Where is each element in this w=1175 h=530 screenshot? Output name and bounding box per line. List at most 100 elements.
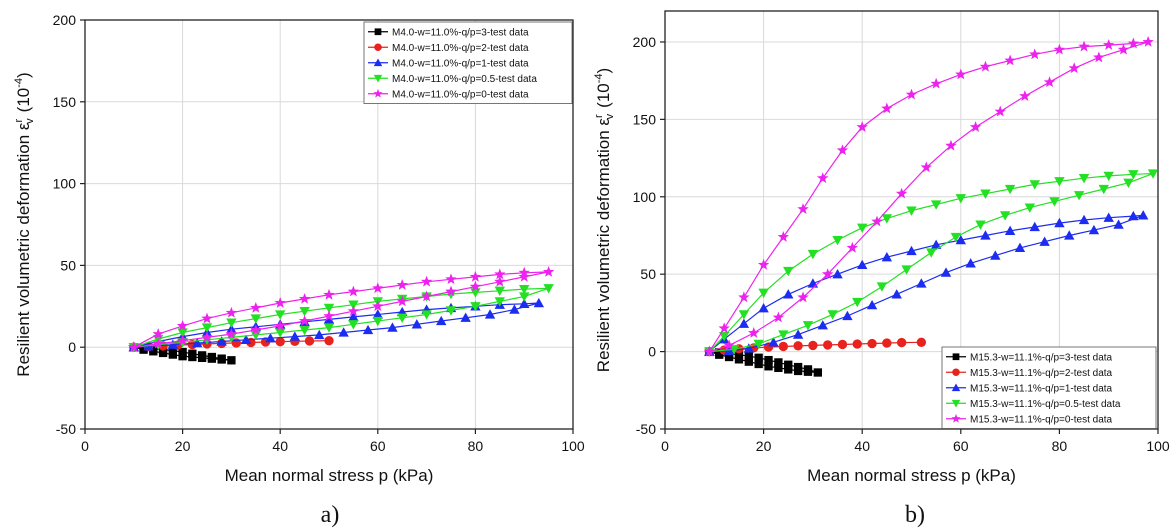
data-point: [176, 334, 189, 346]
y-tick-label: 0: [648, 344, 656, 360]
gridlines: [665, 11, 1158, 429]
data-point: [323, 288, 335, 300]
data-point: [1103, 39, 1115, 50]
legend-marker: [373, 88, 383, 98]
data-point: [916, 337, 927, 347]
y-tick-label: 200: [53, 12, 77, 28]
data-point: [139, 343, 148, 353]
data-point: [1103, 171, 1114, 182]
data-point: [348, 300, 359, 310]
data-point: [827, 310, 838, 320]
data-point: [1098, 184, 1109, 195]
data-point: [797, 203, 809, 214]
x-tick-label: 80: [1052, 438, 1068, 454]
data-point: [744, 357, 753, 366]
legend-marker: [373, 74, 383, 83]
data-point: [226, 333, 237, 343]
data-point: [1093, 51, 1105, 63]
data-point: [895, 187, 908, 199]
data-point: [738, 310, 750, 320]
data-point: [905, 88, 918, 100]
legend-label: M15.3-w=11.1%-q/p=0-test data: [970, 414, 1113, 425]
data-point: [857, 259, 868, 270]
data-point: [250, 314, 261, 324]
data-point: [176, 319, 189, 331]
data-point: [323, 303, 335, 314]
y-axis-title-part: (10: [14, 88, 33, 113]
data-point: [764, 362, 773, 371]
data-point: [348, 311, 359, 322]
data-point: [396, 295, 408, 307]
data-point: [768, 337, 779, 347]
legend-marker: [952, 353, 960, 361]
data-point: [807, 249, 819, 260]
data-point: [372, 282, 384, 294]
data-point: [509, 304, 520, 314]
legend-marker: [374, 28, 382, 36]
data-point: [930, 239, 942, 249]
y-tick-label: 100: [53, 176, 77, 192]
data-point: [494, 275, 506, 287]
data-point: [823, 340, 833, 350]
data-point: [758, 288, 769, 298]
y-tick-label: 0: [68, 339, 76, 355]
chart-panel-a: 0 20 40 60 80 100 -50 0 50 100 150 200 Mean normal s…: [13, 12, 585, 528]
data-point: [323, 314, 335, 324]
data-point: [881, 102, 893, 114]
y-axis-title-part: ): [594, 68, 613, 74]
data-point: [774, 363, 783, 373]
y-tick-label: 150: [53, 94, 77, 110]
data-point: [738, 318, 750, 328]
data-point: [397, 313, 408, 323]
data-point: [734, 355, 744, 364]
data-point: [930, 77, 942, 89]
data-point: [216, 336, 227, 346]
data-point: [323, 323, 335, 333]
data-point: [324, 335, 334, 346]
data-point: [484, 309, 496, 319]
data-point: [128, 341, 140, 353]
data-point: [969, 121, 982, 132]
legend: M4.0-w=11.0%-q/p=3-test data M4.0-w=11.0%…: [363, 21, 573, 104]
data-point: [298, 292, 311, 304]
data-point: [832, 268, 843, 279]
y-axis-title-part: -4: [593, 73, 605, 83]
data-point: [813, 368, 822, 377]
x-tick-label: 60: [953, 438, 969, 454]
chart-panel-b: 0 20 40 60 80 100 -50 0 50 100 150 200 Mean normal s…: [593, 10, 1170, 528]
data-point: [774, 358, 783, 367]
data-point: [411, 319, 423, 329]
data-point: [178, 347, 187, 357]
data-point: [955, 194, 966, 204]
data-point: [201, 312, 213, 324]
data-point: [289, 331, 301, 341]
legend-box: [941, 346, 1157, 429]
data-point: [926, 248, 937, 258]
data-point: [920, 161, 932, 173]
plot-frame: [84, 19, 574, 430]
legend-label: M15.3-w=11.1%-q/p=2-test data: [970, 368, 1113, 379]
data-point: [1029, 180, 1040, 190]
x-tick-label: 40: [272, 438, 288, 454]
data-point: [323, 310, 335, 321]
data-point: [793, 362, 803, 372]
data-point: [460, 312, 471, 322]
data-point: [881, 251, 893, 262]
data-point: [723, 339, 735, 351]
data-point: [188, 349, 197, 358]
data-point: [518, 270, 530, 282]
data-point: [250, 324, 262, 335]
data-point: [1064, 230, 1075, 240]
data-point: [783, 289, 794, 299]
legend-marker: [951, 399, 961, 408]
data-point: [738, 291, 750, 303]
data-point: [445, 273, 457, 285]
data-point: [421, 310, 432, 320]
y-tick-label: 50: [60, 257, 76, 273]
data-point: [950, 232, 962, 243]
legend-label: M15.3-w=11.1%-q/p=1-test data: [970, 383, 1113, 394]
data-point: [1004, 184, 1016, 195]
data-point: [436, 315, 447, 326]
data-point: [469, 280, 482, 292]
legend-marker: [951, 413, 961, 423]
